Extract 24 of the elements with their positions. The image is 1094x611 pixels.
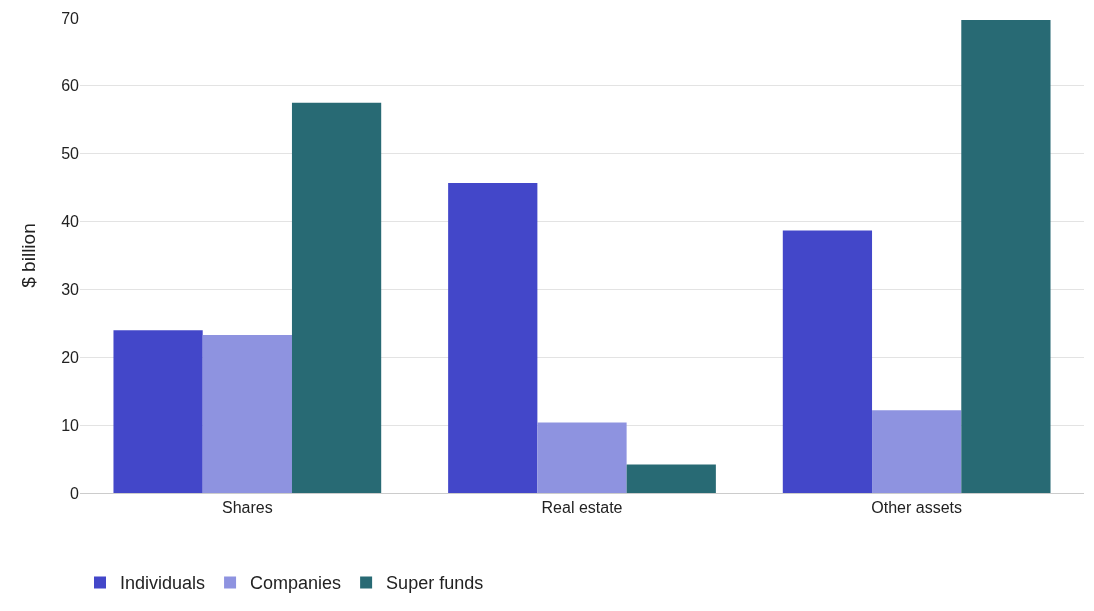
bar	[202, 334, 292, 493]
bar	[537, 422, 627, 493]
y-tick-label: 50	[61, 145, 80, 163]
y-tick-label: 20	[61, 348, 80, 366]
y-axis-title: $ billion	[18, 223, 40, 288]
bar	[782, 230, 873, 493]
x-tick-label: Other assets	[871, 499, 963, 517]
bar	[113, 330, 203, 493]
bar	[291, 102, 382, 493]
legend-label: Super funds	[386, 573, 484, 594]
y-tick-label: 10	[61, 416, 80, 434]
y-tick-label: 30	[61, 281, 80, 299]
bar	[872, 410, 962, 493]
y-tick-label: 70	[61, 9, 80, 27]
x-tick-label: Real estate	[541, 499, 623, 517]
bar	[626, 464, 716, 493]
y-tick-label: 60	[61, 77, 80, 95]
y-tick-label: 0	[70, 484, 80, 502]
y-tick-label: 40	[61, 213, 80, 231]
legend-label: Individuals	[120, 573, 206, 594]
bar	[448, 182, 538, 493]
legend-label: Companies	[250, 573, 342, 594]
x-tick-label: Shares	[221, 499, 273, 517]
bar	[961, 20, 1051, 493]
